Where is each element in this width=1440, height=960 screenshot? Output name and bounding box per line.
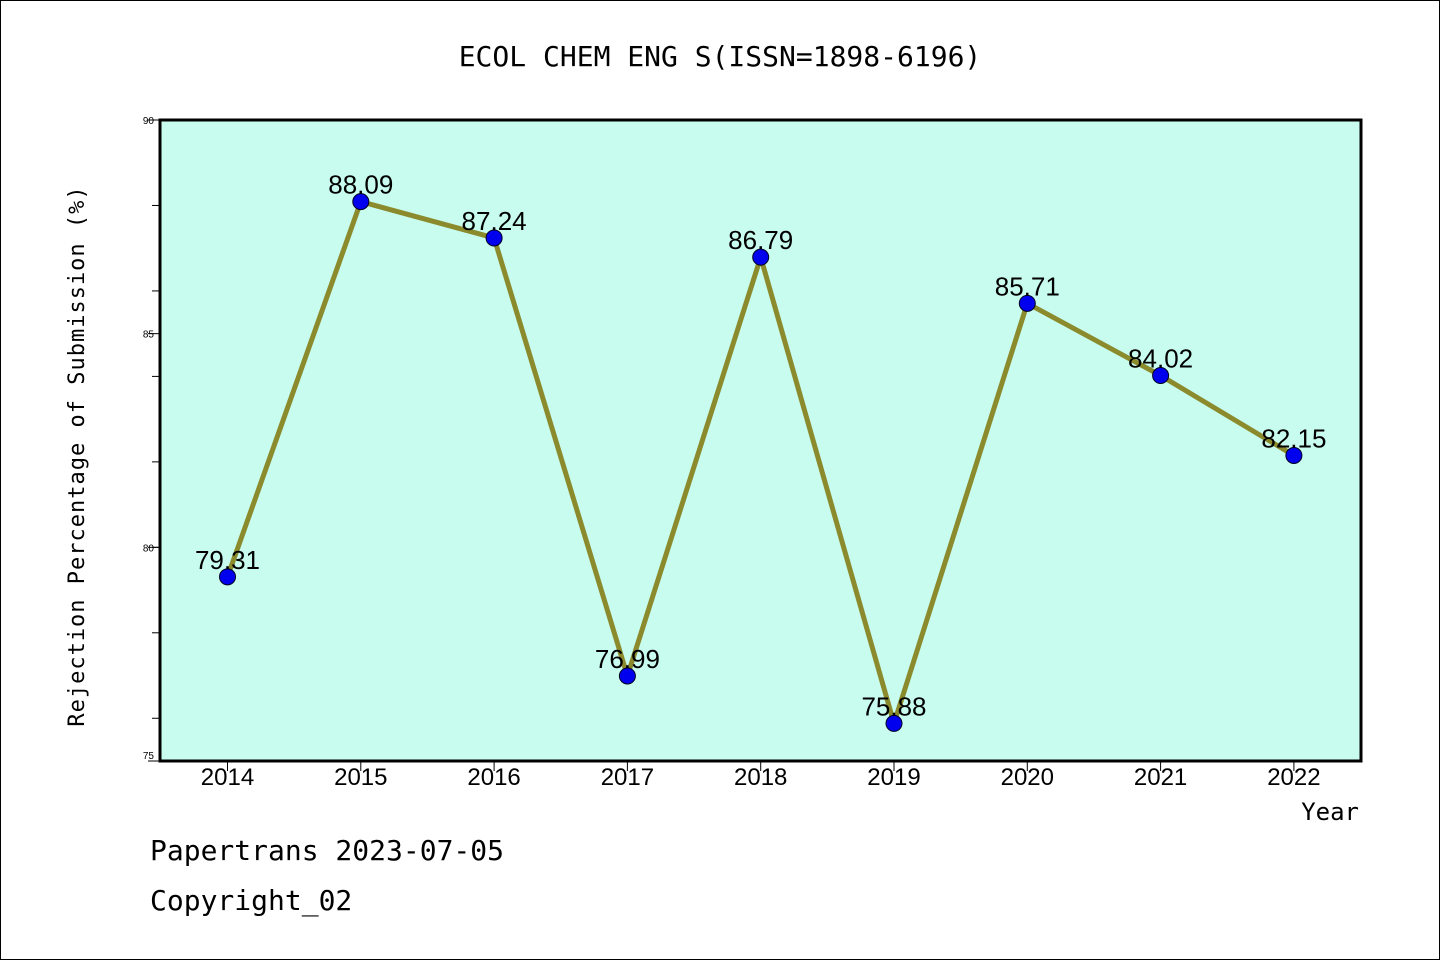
x-axis: 2014 2015 2016 2017 2018 2019 2020 2021 2022 xyxy=(201,761,1321,791)
data-point xyxy=(1152,367,1170,385)
data-label: 79.31 xyxy=(195,545,260,575)
data-point xyxy=(485,229,503,247)
x-tick-label: 2014 xyxy=(201,764,254,791)
x-axis-title: Year xyxy=(1301,798,1359,826)
y-axis-title: Rejection Percentage of Submission (%) xyxy=(65,185,90,726)
data-label: 85.71 xyxy=(995,271,1060,301)
chart-title: ECOL CHEM ENG S(ISSN=1898-6196) xyxy=(459,40,982,73)
x-tick-label: 2015 xyxy=(334,764,387,791)
data-point xyxy=(885,714,903,732)
x-tick-label: 2020 xyxy=(1001,764,1054,791)
x-tick-label: 2016 xyxy=(467,764,520,791)
data-label: 88.09 xyxy=(328,170,393,200)
data-point xyxy=(618,667,636,685)
data-label: 76.99 xyxy=(595,644,660,674)
x-tick-label: 2017 xyxy=(601,764,654,791)
data-label: 75.88 xyxy=(861,691,926,721)
y-tick-label: 85 xyxy=(143,330,155,341)
x-tick-label: 2021 xyxy=(1134,764,1187,791)
y-tick-label: 75 xyxy=(143,751,155,762)
plot-area xyxy=(158,118,1363,763)
y-tick-label: 90 xyxy=(143,116,155,127)
data-point xyxy=(752,248,770,266)
data-label: 82.15 xyxy=(1261,423,1326,453)
footer-date-line: Papertrans 2023-07-05 xyxy=(150,834,505,867)
data-label: 87.24 xyxy=(462,206,527,236)
footer-copyright-line: Copyright_02 xyxy=(150,884,353,917)
y-tick-label: 80 xyxy=(143,543,155,554)
x-tick-label: 2019 xyxy=(867,764,920,791)
x-tick-label: 2018 xyxy=(734,764,787,791)
data-point xyxy=(352,193,370,211)
data-point xyxy=(219,568,236,586)
data-labels: 79.31 88.09 87.24 76.99 86.79 75.88 85.71 84.02… xyxy=(195,170,1326,722)
y-axis: 75 80 85 90 xyxy=(143,116,160,762)
x-tick-label: 2022 xyxy=(1267,764,1320,791)
data-point xyxy=(1018,294,1036,312)
data-label: 86.79 xyxy=(728,225,793,255)
data-point xyxy=(1285,446,1303,464)
data-markers xyxy=(219,193,1303,732)
data-label: 84.02 xyxy=(1128,344,1193,374)
